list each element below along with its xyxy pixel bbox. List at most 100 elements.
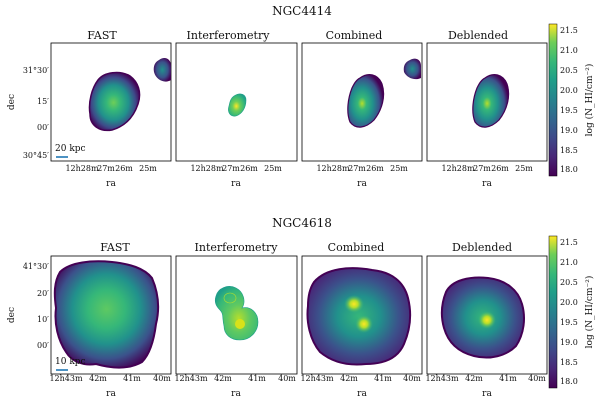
- row1-p2-xlabel: ra: [231, 179, 241, 189]
- row2-p1-xlabel: ra: [106, 389, 116, 399]
- row2-ytick-3: 00′: [37, 341, 49, 350]
- row1-p3-xtick-1: 27m: [348, 164, 366, 173]
- row1-cb-tick-7: 18.0: [560, 165, 578, 174]
- row2-cb-tick-5: 19.0: [560, 338, 578, 347]
- row2-ytick-1: 20′: [37, 289, 49, 298]
- row2-panel-title-fast: FAST: [100, 241, 130, 254]
- row1-cb-tick-0: 21.5: [560, 26, 578, 35]
- row1-int-hi-map: [228, 93, 247, 117]
- row1-combined-companion: [403, 58, 421, 80]
- row2-combined-core-south: [355, 315, 373, 333]
- row1-p4-xtick-2: 26m: [491, 164, 509, 173]
- row2-xticks-p1: 12h43m 42m 41m 40m ra: [49, 374, 171, 399]
- row2-panel-title-deblended: Deblended: [452, 241, 512, 254]
- row1-panel-title-combined: Combined: [326, 29, 383, 42]
- row2-scale-bar-label: 10 kpc: [55, 357, 86, 367]
- row1-p1-xtick-3: 25m: [139, 164, 157, 173]
- row1-colorbar-gradient: [548, 23, 558, 177]
- row1-xticks-p3: 12h28m 27m 26m 25m ra: [316, 164, 408, 189]
- row2-p2-xtick-0: 12h43m: [174, 374, 208, 383]
- row2-p3-xlabel: ra: [357, 389, 367, 399]
- row1-deblended-hi-map: [472, 74, 510, 128]
- row1-fast-companion: [153, 58, 171, 82]
- row1-ytick-3: 30°45′: [23, 151, 49, 160]
- row2-p2-xtick-2: 41m: [248, 374, 266, 383]
- row2-p3-xtick-0: 12h43m: [300, 374, 334, 383]
- row2-panel-title-interferometry: Interferometry: [195, 241, 279, 254]
- row1-p3-xtick-0: 12h28m: [316, 164, 350, 173]
- row1-p4-xlabel: ra: [482, 179, 492, 189]
- row1-ytick-2: 00′: [37, 123, 49, 132]
- row2-xticks-p2: 12h43m 42m 41m 40m ra: [174, 374, 296, 399]
- row2-xticks-p4: 12h43m 42m 41m 40m ra: [425, 374, 546, 399]
- row2-panel-combined: [301, 255, 423, 375]
- row1-p4-xtick-1: 27m: [473, 164, 491, 173]
- row1-fast-hi-map: [88, 71, 141, 132]
- row1-panel-interferometry: [175, 42, 298, 162]
- row1-p2-xtick-0: 12h28m: [190, 164, 224, 173]
- row1-p1-xtick-1: 27m: [97, 164, 115, 173]
- row1-colorbar-label: log (N_HI/cm⁻²): [584, 64, 595, 137]
- row1-panel-combined: [301, 42, 423, 162]
- row2-colorbar: 21.5 21.0 20.5 20.0 19.5 19.0 18.5 18.0 …: [548, 235, 595, 389]
- row1-p1-xtick-0: 12h28m: [65, 164, 99, 173]
- row1-galaxy-title: NGC4414: [272, 4, 332, 18]
- row1-xticks-p4: 12h28m 27m 26m 25m ra: [441, 164, 533, 189]
- row1-p3-xlabel: ra: [357, 179, 367, 189]
- row1-xticks-p2: 12h28m 27m 26m 25m ra: [190, 164, 282, 189]
- row2-cb-tick-6: 18.5: [560, 358, 578, 367]
- row1-p3-xtick-2: 26m: [366, 164, 384, 173]
- row1-panel-deblended: [426, 42, 548, 162]
- row1-panel-title-fast: FAST: [87, 29, 117, 42]
- row2-p2-xlabel: ra: [231, 389, 241, 399]
- row2-p4-xtick-2: 41m: [499, 374, 517, 383]
- row1-scale-bar-label: 20 kpc: [55, 144, 86, 154]
- row1-ytick-0: 31°30′: [23, 66, 49, 75]
- row1-cb-tick-4: 19.5: [560, 106, 578, 115]
- row2-cb-tick-1: 21.0: [560, 258, 578, 267]
- row2-p1-xtick-2: 41m: [123, 374, 141, 383]
- row1-p2-xtick-1: 27m: [222, 164, 240, 173]
- row1-p1-xtick-2: 26m: [115, 164, 133, 173]
- row1-panel-title-deblended: Deblended: [448, 29, 508, 42]
- row2-p3-xtick-2: 41m: [374, 374, 392, 383]
- row2-cb-tick-7: 18.0: [560, 377, 578, 386]
- row2-deblended-core: [478, 311, 496, 329]
- row2-p1-xtick-1: 42m: [89, 374, 107, 383]
- row2-cb-tick-4: 19.5: [560, 318, 578, 327]
- row2-p1-xtick-0: 12h43m: [49, 374, 83, 383]
- row2-p2-xtick-3: 40m: [278, 374, 296, 383]
- row1-cb-tick-3: 20.0: [560, 86, 578, 95]
- row2-cb-tick-3: 20.0: [560, 298, 578, 307]
- row2-p4-xlabel: ra: [482, 389, 492, 399]
- row1-panel-fast: 20 kpc: [50, 42, 172, 162]
- row1-ylabel: dec: [7, 94, 17, 110]
- row2-int-contour-north: [223, 292, 237, 304]
- row1-combined-hi-map: [347, 74, 385, 128]
- row1-p3-xtick-3: 25m: [390, 164, 408, 173]
- row2-p2-xtick-1: 42m: [214, 374, 232, 383]
- row1-p1-xlabel: ra: [106, 179, 116, 189]
- row1-cb-tick-1: 21.0: [560, 46, 578, 55]
- row2-p1-xtick-3: 40m: [153, 374, 171, 383]
- row2-cb-tick-2: 20.5: [560, 278, 578, 287]
- row2-int-core: [235, 319, 245, 329]
- row2-p4-xtick-1: 42m: [465, 374, 483, 383]
- row1-cb-tick-2: 20.5: [560, 66, 578, 75]
- row1-cb-tick-6: 18.5: [560, 146, 578, 155]
- row2-panel-fast: 10 kpc: [50, 255, 172, 375]
- row2-ytick-0: 41°30′: [23, 262, 49, 271]
- row2-panel-interferometry: [175, 255, 298, 375]
- row2-combined-core-north: [344, 295, 364, 313]
- row2-panel-title-combined: Combined: [328, 241, 385, 254]
- row2-colorbar-gradient: [548, 235, 558, 389]
- row1-p2-xtick-3: 25m: [264, 164, 282, 173]
- row2-combined-hi-map: [306, 267, 412, 366]
- row2-p4-xtick-0: 12h43m: [425, 374, 459, 383]
- row2-ytick-2: 10′: [37, 315, 49, 324]
- row2-xticks-p3: 12h43m 42m 41m 40m ra: [300, 374, 421, 399]
- row2-colorbar-label: log (N_HI/cm⁻²): [584, 276, 595, 349]
- row1-cb-tick-5: 19.0: [560, 126, 578, 135]
- row2-cb-tick-0: 21.5: [560, 238, 578, 247]
